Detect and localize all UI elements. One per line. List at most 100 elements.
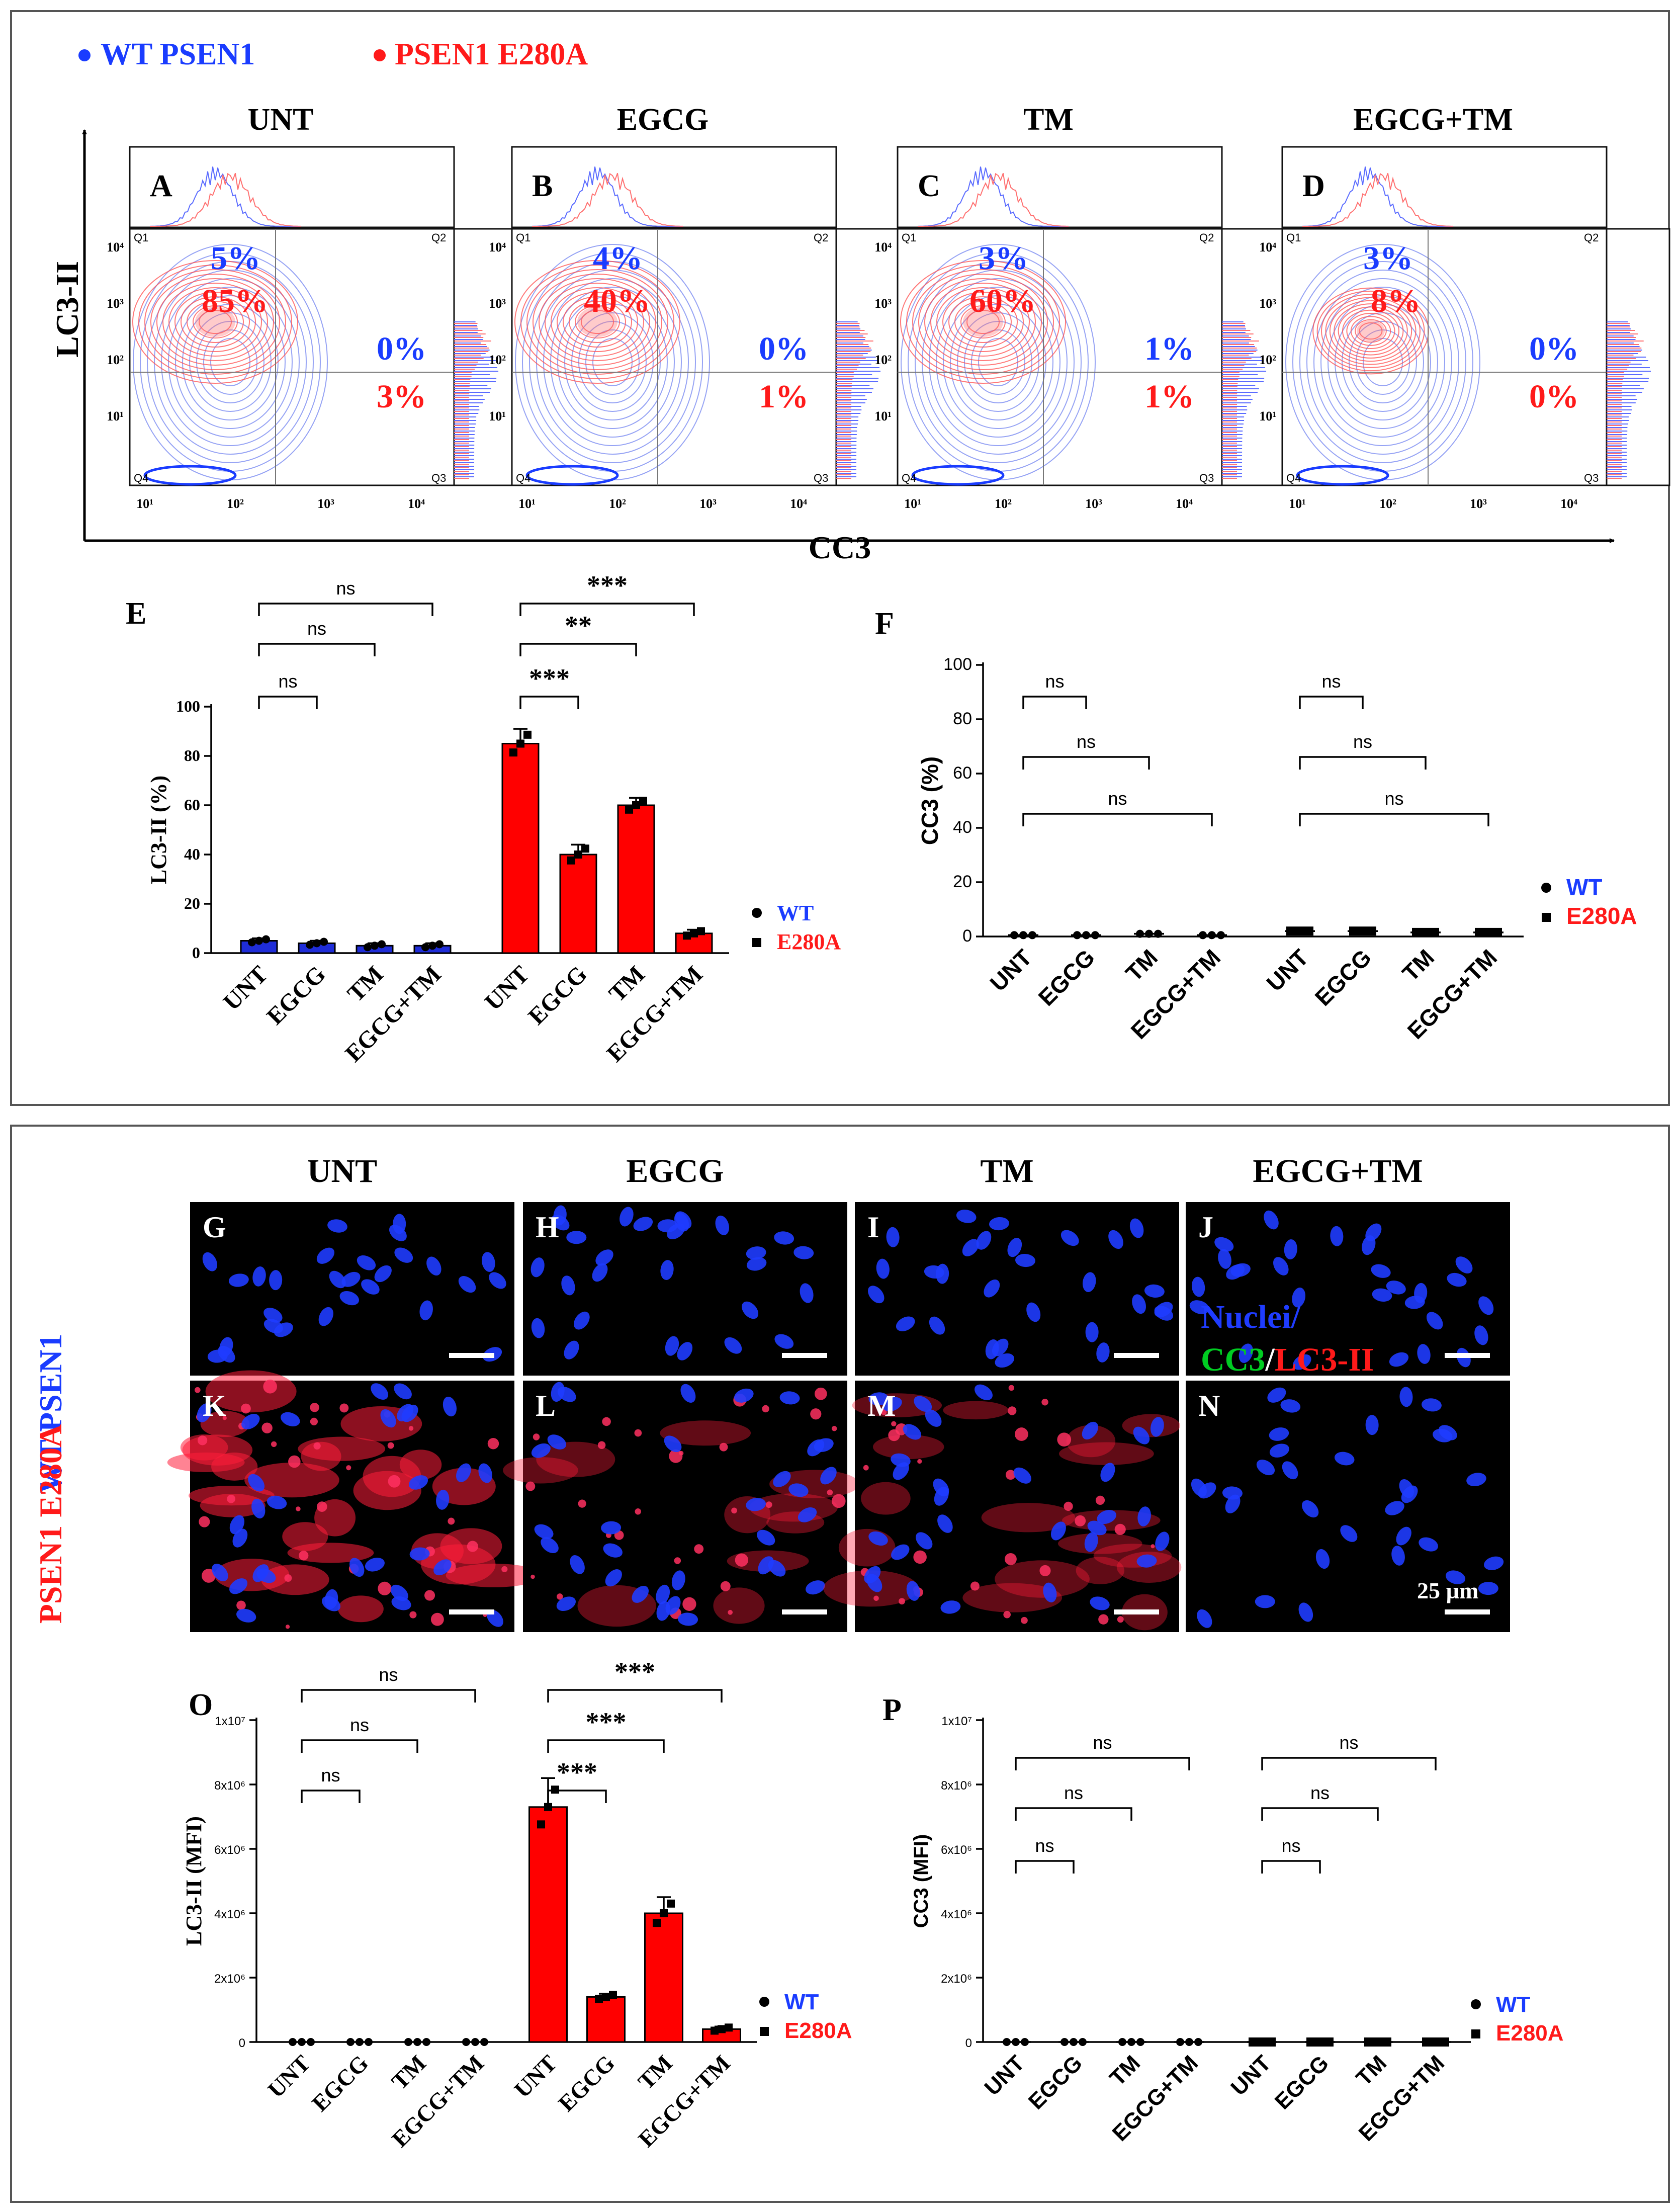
- mut-density-core: [577, 307, 617, 337]
- data-point: [683, 931, 691, 940]
- mut-contour: [1342, 309, 1399, 353]
- nucleus: [800, 1283, 814, 1303]
- flow-y-tick: 10³: [489, 296, 506, 311]
- y-axis-label: CC3 (%): [917, 756, 943, 845]
- data-point: [422, 2038, 430, 2046]
- lc3-signal: [943, 1401, 1009, 1420]
- wt-contour: [922, 270, 1075, 455]
- significance-label: ns: [321, 1765, 340, 1785]
- nucleus: [436, 1489, 450, 1510]
- y-tick-label: 20: [953, 872, 972, 891]
- y-tick-label: 60: [953, 763, 972, 783]
- panel-letter: J: [1198, 1211, 1213, 1244]
- comparison-bracket: [1261, 1757, 1437, 1770]
- nucleus: [1417, 1344, 1431, 1364]
- lc3-puncta: [873, 1595, 879, 1601]
- lc3-signal: [981, 1503, 1076, 1533]
- wt-contour: [557, 295, 668, 429]
- panel-letter: O: [189, 1688, 213, 1722]
- y-tick-label: 40: [184, 845, 200, 863]
- mut-contour: [966, 310, 1000, 334]
- nucleus: [1154, 1306, 1174, 1321]
- wt-histogram-top: [532, 166, 683, 227]
- lc3-signal: [660, 1420, 751, 1446]
- quadrant-label-q4: Q4: [1286, 472, 1301, 484]
- x-tick-label: TM: [342, 961, 389, 1007]
- scale-bar: [449, 1353, 494, 1358]
- nucleus: [316, 1247, 335, 1264]
- wt-contour: [1313, 278, 1452, 446]
- y-tick-label: 6x10⁶: [214, 1843, 245, 1857]
- q2-percent-mut: 60%: [969, 283, 1036, 319]
- quadrant-label-q3: Q3: [1584, 472, 1599, 484]
- wt-contour: [1335, 304, 1431, 420]
- bar-e280a-unt: [528, 1806, 568, 2043]
- y-tick-label: 40: [953, 818, 972, 837]
- nucleus: [1386, 1281, 1406, 1295]
- nucleus: [1191, 1478, 1207, 1497]
- lc3-puncta: [288, 1455, 301, 1468]
- data-point: [365, 2038, 373, 2046]
- mut-legend-dot: [374, 49, 386, 61]
- nucleus: [868, 1392, 889, 1406]
- nucleus: [807, 1439, 825, 1457]
- lc3-signal: [301, 1441, 341, 1471]
- data-point: [602, 1993, 610, 2001]
- nucleus: [1284, 1239, 1297, 1259]
- x-tick-label: TM: [1351, 2051, 1391, 2091]
- lc3-puncta: [284, 1574, 292, 1582]
- mut-contour: [936, 287, 1030, 357]
- wt-contour: [1356, 329, 1410, 395]
- lc3-puncta: [735, 1553, 749, 1567]
- mut-contour: [520, 265, 674, 379]
- nucleus: [202, 1252, 217, 1271]
- legend-wt-label: WT: [777, 901, 814, 925]
- data-point: [639, 797, 647, 805]
- x-tick-label: TM: [387, 2050, 431, 2094]
- nucleus: [1269, 1427, 1289, 1441]
- flow-x-tick: 10¹: [518, 496, 536, 511]
- significance-label: ns: [1384, 788, 1403, 809]
- x-tick-label: EGCG: [553, 2050, 620, 2116]
- data-point: [480, 2038, 488, 2046]
- lc3-signal: [861, 1482, 911, 1515]
- lc3-puncta: [346, 1465, 351, 1471]
- nucleus: [758, 1556, 774, 1575]
- lc3-signal: [446, 1563, 543, 1587]
- nucleus: [365, 1558, 385, 1572]
- q3-percent-mut: 0%: [1529, 378, 1579, 415]
- lc3-signal: [399, 1450, 442, 1480]
- scale-bar: [1114, 1609, 1159, 1614]
- data-point: [307, 2038, 315, 2046]
- data-point: [574, 850, 582, 859]
- nucleus: [1365, 1415, 1379, 1435]
- q2-percent-mut: 8%: [1371, 283, 1421, 319]
- lc3-signal: [995, 1560, 1090, 1598]
- mut-histogram-top: [1302, 173, 1454, 227]
- nucleus: [1133, 1426, 1150, 1444]
- nucleus: [1136, 1554, 1157, 1568]
- row-label-mut: PSEN1 E280A: [33, 1424, 68, 1624]
- significance-label: ns: [1064, 1782, 1083, 1803]
- lc3-puncta: [1015, 1427, 1028, 1441]
- lc3-signal: [282, 1522, 328, 1551]
- quadrant-label-q3: Q3: [1199, 472, 1214, 484]
- quadrant-label-q2: Q2: [1199, 231, 1214, 244]
- q2-percent-wt: 5%: [211, 240, 260, 277]
- flow-y-tick: 10¹: [1259, 409, 1276, 423]
- nucleus: [1396, 1526, 1411, 1546]
- nucleus: [269, 1270, 283, 1291]
- comparison-bracket: [519, 643, 637, 656]
- significance-label: ns: [336, 578, 355, 599]
- y-tick-label: 0: [962, 926, 972, 946]
- y-tick-label: 2x10⁶: [214, 1972, 245, 1986]
- y-tick-label: 4x10⁶: [214, 1908, 245, 1921]
- nucleus: [1269, 1443, 1289, 1458]
- mut-contour: [948, 296, 1018, 348]
- nucleus: [656, 1601, 670, 1621]
- lc3-signal: [503, 1457, 578, 1484]
- flow-x-tick: 10⁴: [790, 496, 807, 511]
- lc3-puncta: [1151, 1544, 1155, 1549]
- significance-label: ns: [1045, 671, 1064, 692]
- comparison-bracket: [547, 1689, 723, 1703]
